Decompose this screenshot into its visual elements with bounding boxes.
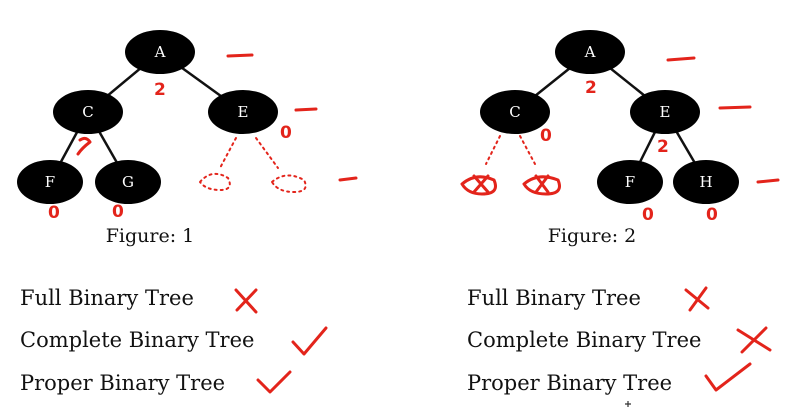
- check-mark-icon: [256, 370, 292, 394]
- tree-node: H: [673, 160, 739, 204]
- node-label: E: [660, 103, 671, 121]
- level-dash: [294, 107, 318, 112]
- height-annotation: 0: [706, 205, 718, 225]
- height-annotation: 0: [280, 123, 292, 143]
- figure-1: A C E F G Figure: 1 2 0 0 0: [17, 30, 358, 247]
- height-annotation: 0: [48, 203, 60, 223]
- height-annotation: 2: [154, 80, 166, 100]
- property-label: Complete Binary Tree: [20, 328, 254, 352]
- property-label: Full Binary Tree: [467, 286, 641, 310]
- tree-node: A: [555, 30, 625, 74]
- tree-node: C: [480, 90, 550, 134]
- missing-edge: [485, 135, 501, 165]
- level-dash: [338, 176, 358, 182]
- height-annotation: 2: [585, 78, 597, 98]
- property-label: Proper Binary Tree: [20, 371, 225, 395]
- height-annotation: 2: [657, 137, 669, 157]
- property-list-right: Full Binary Tree Complete Binary Tree Pr…: [467, 286, 772, 395]
- check-mark-icon: [704, 362, 752, 392]
- node-label: E: [238, 103, 249, 121]
- tree-node: G: [95, 160, 161, 204]
- missing-node: [271, 174, 307, 194]
- cross-mark-icon: [684, 286, 710, 312]
- height-annotation: 0: [642, 205, 654, 225]
- node-label: C: [509, 103, 520, 121]
- node-label: G: [122, 173, 134, 191]
- missing-edge: [219, 137, 237, 169]
- property-label: Full Binary Tree: [20, 286, 194, 310]
- tree-node: F: [17, 160, 83, 204]
- node-label: F: [625, 173, 635, 191]
- property-label: Proper Binary Tree: [467, 371, 672, 395]
- height-annotation: 0: [112, 202, 124, 222]
- figure-2: A C E F H Figure: 2 2 0 2 0 0: [460, 30, 780, 247]
- cursor-icon: [625, 401, 631, 407]
- figure-caption: Figure: 2: [548, 225, 637, 247]
- missing-node-scribble: [460, 174, 497, 196]
- tree-node: C: [53, 90, 123, 134]
- node-label: A: [154, 43, 166, 61]
- missing-node-scribble: [522, 174, 561, 196]
- check-mark-icon: [291, 326, 328, 356]
- level-dash: [666, 56, 696, 62]
- missing-edge: [519, 135, 536, 165]
- level-dash: [226, 53, 254, 58]
- missing-edge: [255, 137, 279, 169]
- property-label: Complete Binary Tree: [467, 328, 701, 352]
- height-annotation: 0: [540, 126, 552, 146]
- balance-scribble: [76, 136, 92, 156]
- node-label: C: [82, 103, 93, 121]
- node-label: H: [699, 173, 712, 191]
- property-list-left: Full Binary Tree Complete Binary Tree Pr…: [20, 286, 328, 395]
- tree-node: A: [125, 30, 195, 74]
- cross-mark-icon: [736, 326, 772, 354]
- level-dash: [756, 178, 780, 184]
- level-dash: [718, 105, 752, 110]
- node-label: A: [584, 43, 596, 61]
- tree-node: F: [597, 160, 663, 204]
- tree-node: E: [208, 90, 278, 134]
- tree-node: E: [630, 90, 700, 134]
- cross-mark-icon: [234, 288, 258, 314]
- missing-node: [199, 172, 231, 192]
- figure-caption: Figure: 1: [106, 225, 195, 247]
- node-label: F: [45, 173, 55, 191]
